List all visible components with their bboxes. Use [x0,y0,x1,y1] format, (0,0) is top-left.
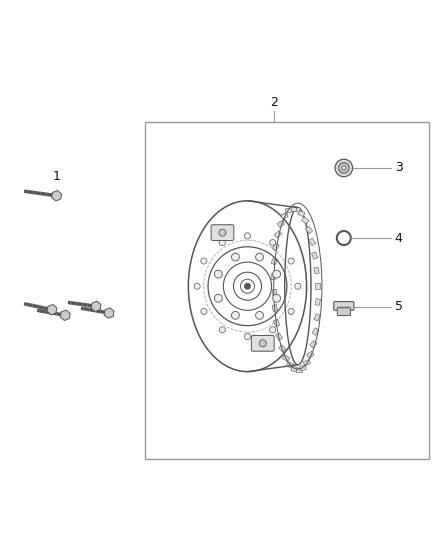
Bar [310,341,317,348]
Text: 3: 3 [395,161,403,174]
Circle shape [201,258,207,264]
Bar [297,211,305,217]
Circle shape [273,294,281,302]
Circle shape [244,334,251,340]
Bar [307,351,314,358]
Text: 1: 1 [53,170,61,183]
Bar [305,227,313,233]
Bar [271,273,276,280]
Bar [296,368,302,372]
Bar [293,207,300,212]
Circle shape [219,327,225,333]
FancyBboxPatch shape [211,225,234,240]
Circle shape [219,239,225,246]
Circle shape [214,294,222,302]
Circle shape [194,283,200,289]
Circle shape [219,229,226,236]
Circle shape [288,308,294,314]
FancyBboxPatch shape [334,302,354,310]
Bar [301,217,309,224]
FancyBboxPatch shape [251,335,274,351]
Text: 4: 4 [395,231,403,245]
Circle shape [342,166,346,170]
Bar [303,360,311,366]
Text: 2: 2 [270,96,278,109]
Bar [272,289,276,295]
Bar [272,243,279,251]
Circle shape [231,311,239,319]
Bar [285,208,292,213]
Bar [273,319,280,327]
Circle shape [259,340,266,347]
Bar [312,328,319,335]
Bar [282,354,290,362]
FancyBboxPatch shape [337,308,350,316]
Circle shape [295,283,301,289]
Circle shape [201,308,207,314]
Bar [314,314,320,321]
Bar [311,252,318,259]
Bar [274,231,282,238]
Bar [300,365,306,370]
Bar [281,213,288,219]
Circle shape [244,233,251,239]
Bar [291,366,298,372]
Bar [290,206,296,211]
Circle shape [335,159,353,177]
Bar [314,267,319,274]
Bar [277,220,285,228]
Text: 5: 5 [395,300,403,313]
Bar [279,345,286,352]
Circle shape [214,270,222,278]
Bar [309,238,316,246]
Circle shape [273,270,281,278]
Bar [271,257,277,265]
Circle shape [288,258,294,264]
Circle shape [339,163,349,173]
Circle shape [269,327,276,333]
Circle shape [244,283,251,289]
Circle shape [269,239,276,246]
Bar [272,304,278,311]
Bar [315,283,320,289]
Circle shape [256,311,264,319]
Bar [286,362,294,368]
Bar [315,298,321,305]
Bar [276,333,283,341]
Circle shape [256,253,264,261]
Circle shape [231,253,239,261]
